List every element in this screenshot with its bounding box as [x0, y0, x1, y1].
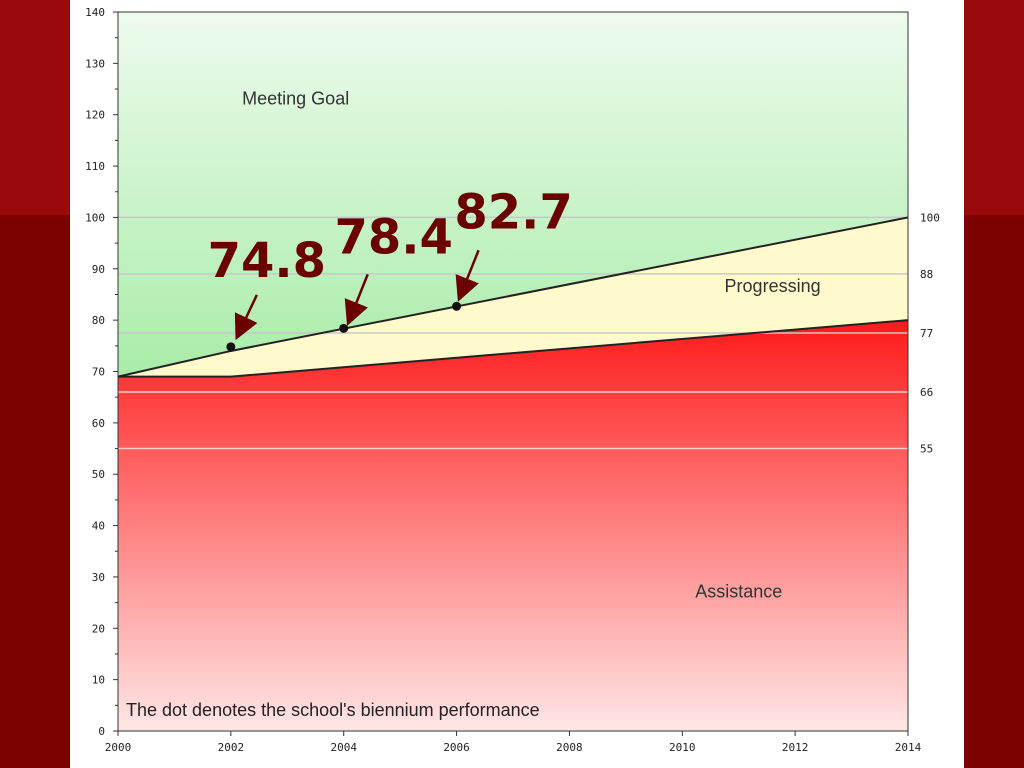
callout-label-78.4: 78.4 [334, 209, 452, 265]
zones-layer [118, 12, 908, 731]
y-tick-label-120: 120 [85, 109, 105, 122]
callout-label-74.8: 74.8 [208, 233, 326, 289]
callout-arrow-74.8 [234, 294, 258, 341]
right-tick-label-100: 100 [920, 211, 940, 224]
y-tick-label-60: 60 [92, 417, 105, 430]
right-tick-label-77: 77 [920, 327, 933, 340]
y-tick-label-30: 30 [92, 571, 105, 584]
y-tick-label-110: 110 [85, 160, 105, 173]
meeting-goal-zone [118, 12, 908, 377]
data-point-78.4 [339, 323, 349, 333]
x-tick-label-2000: 2000 [105, 741, 132, 754]
y-tick-label-50: 50 [92, 468, 105, 481]
zone-label-assistance: Assistance [695, 581, 782, 601]
callout-label-82.7: 82.7 [454, 184, 572, 240]
x-tick-label-2012: 2012 [782, 741, 809, 754]
y-tick-label-90: 90 [92, 263, 105, 276]
y-tick-label-140: 140 [85, 6, 105, 19]
y-tick-label-80: 80 [92, 314, 105, 327]
data-point-82.7 [452, 301, 462, 311]
data-points [226, 301, 462, 352]
x-tick-label-2010: 2010 [669, 741, 696, 754]
callouts: 74.8 78.4 82.7 [208, 184, 573, 341]
zone-labels: Meeting Goal Progressing Assistance The dot… [126, 88, 821, 720]
zone-label-progressing: Progressing [725, 276, 821, 296]
x-tick-label-2002: 2002 [218, 741, 245, 754]
axes: 0 10 20 30 40 50 60 70 80 90 100 110 120 130 140 2000 20… [85, 6, 940, 754]
y-tick-label-10: 10 [92, 674, 105, 687]
right-tick-label-66: 66 [920, 386, 933, 399]
x-tick-label-2004: 2004 [330, 741, 357, 754]
x-tick-label-2008: 2008 [556, 741, 583, 754]
right-tick-label-55: 55 [920, 443, 933, 456]
x-tick-label-2006: 2006 [443, 741, 470, 754]
callout-arrow-78.4 [344, 273, 369, 326]
progress-line [118, 319, 909, 378]
zone-label-meeting-goal: Meeting Goal [242, 88, 349, 108]
assistance-zone [118, 320, 908, 731]
y-tick-label-40: 40 [92, 520, 105, 533]
y-tick-label-100: 100 [85, 211, 105, 224]
y-tick-label-0: 0 [98, 725, 105, 738]
y-tick-label-130: 130 [85, 57, 105, 70]
chart-note: The dot denotes the school's biennium pe… [126, 700, 540, 720]
data-point-74.8 [226, 342, 236, 352]
callout-arrow-82.7 [455, 249, 480, 302]
y-tick-label-70: 70 [92, 366, 105, 379]
right-tick-label-88: 88 [920, 268, 933, 281]
y-tick-label-20: 20 [92, 622, 105, 635]
x-tick-label-2014: 2014 [895, 741, 922, 754]
